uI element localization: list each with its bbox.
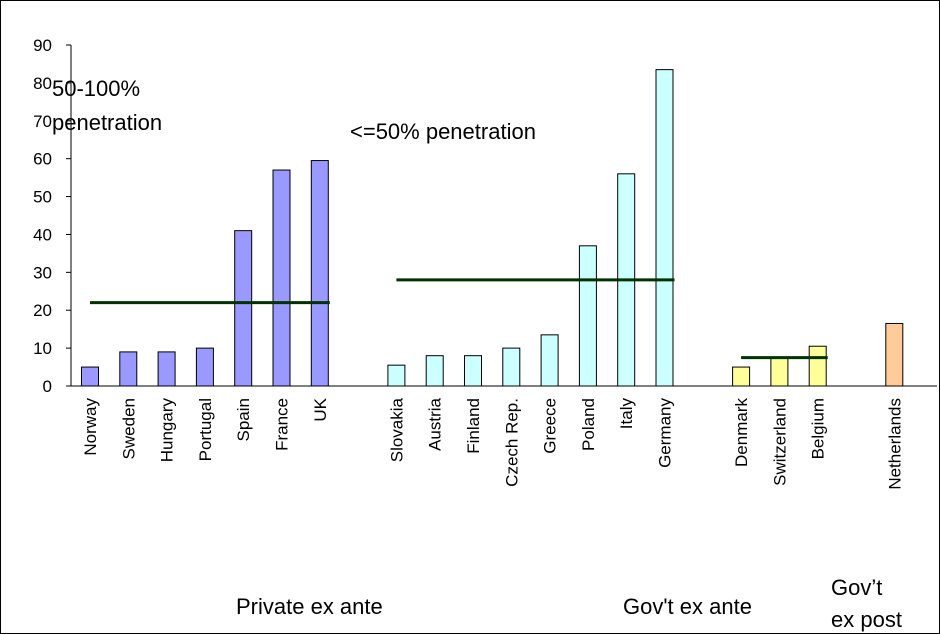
bar-spain xyxy=(234,230,253,387)
y-tick-label-50: 50 xyxy=(33,188,52,207)
y-tick-label-80: 80 xyxy=(33,74,52,93)
y-tick-label-10: 10 xyxy=(33,339,52,358)
bar-austria xyxy=(425,355,444,387)
y-tick-label-40: 40 xyxy=(33,225,52,244)
group-label-private-ex-ante: Private ex ante xyxy=(236,594,383,619)
x-label-germany: Germany xyxy=(656,398,675,468)
bar-greece xyxy=(540,334,559,387)
x-label-slovakia: Slovakia xyxy=(387,397,406,462)
bar-belgium xyxy=(808,345,827,387)
x-label-portugal: Portugal xyxy=(196,398,215,461)
chart-axes xyxy=(70,45,937,387)
bar-portugal xyxy=(195,347,214,387)
y-tick-label-90: 90 xyxy=(33,36,52,55)
x-label-spain: Spain xyxy=(234,398,253,441)
x-label-netherlands: Netherlands xyxy=(885,398,904,490)
bar-germany xyxy=(655,69,674,387)
bar-slovakia xyxy=(387,364,406,387)
x-label-hungary: Hungary xyxy=(158,398,177,463)
x-label-greece: Greece xyxy=(541,398,560,454)
annotation-low: <=50% penetration xyxy=(350,119,536,144)
bars xyxy=(81,69,904,387)
x-label-italy: Italy xyxy=(617,398,636,430)
bar-finland xyxy=(464,355,482,387)
y-tick-label-0: 0 xyxy=(43,377,52,396)
bar-norway xyxy=(81,366,99,387)
annotation-high-line1: 50-100% xyxy=(52,76,140,101)
y-tick-label-20: 20 xyxy=(33,301,52,320)
x-label-switzerland: Switzerland xyxy=(770,398,789,486)
bar-sweden xyxy=(119,351,138,387)
group-label-govt-ex-ante: Gov't ex ante xyxy=(623,594,752,619)
annotation-high-line2: penetration xyxy=(52,110,162,135)
bar-uk xyxy=(310,160,329,387)
y-tick-label-70: 70 xyxy=(33,112,52,131)
bar-switzerland xyxy=(770,357,789,387)
x-label-austria: Austria xyxy=(426,397,445,450)
x-label-sweden: Sweden xyxy=(119,398,138,459)
bar-france xyxy=(272,169,291,387)
average-lines xyxy=(90,278,828,360)
x-label-czech-rep: Czech Rep. xyxy=(502,398,521,487)
x-label-belgium: Belgium xyxy=(809,398,828,459)
x-label-finland: Finland xyxy=(464,398,483,454)
bar-netherlands xyxy=(885,322,904,387)
bar-denmark xyxy=(732,366,751,387)
x-label-denmark: Denmark xyxy=(732,398,751,467)
bar-hungary xyxy=(157,351,176,387)
bar-poland xyxy=(578,245,597,387)
y-tick-label-30: 30 xyxy=(33,263,52,282)
group-label-govt-ex-post-line1: Gov’t xyxy=(831,575,882,600)
group-label-govt-ex-post-line2: ex post xyxy=(831,607,902,632)
x-label-norway: Norway xyxy=(81,398,100,456)
x-label-uk: UK xyxy=(311,397,330,421)
bar-czech-rep xyxy=(502,347,521,387)
y-axis-ticks: 0 10 20 30 40 50 60 70 80 90 xyxy=(33,36,71,396)
x-label-poland: Poland xyxy=(579,398,598,451)
y-tick-label-60: 60 xyxy=(33,150,52,169)
x-label-france: France xyxy=(273,398,292,451)
x-axis-labels: Norway Sweden Hungary Portugal Spain France UK… xyxy=(81,397,904,489)
